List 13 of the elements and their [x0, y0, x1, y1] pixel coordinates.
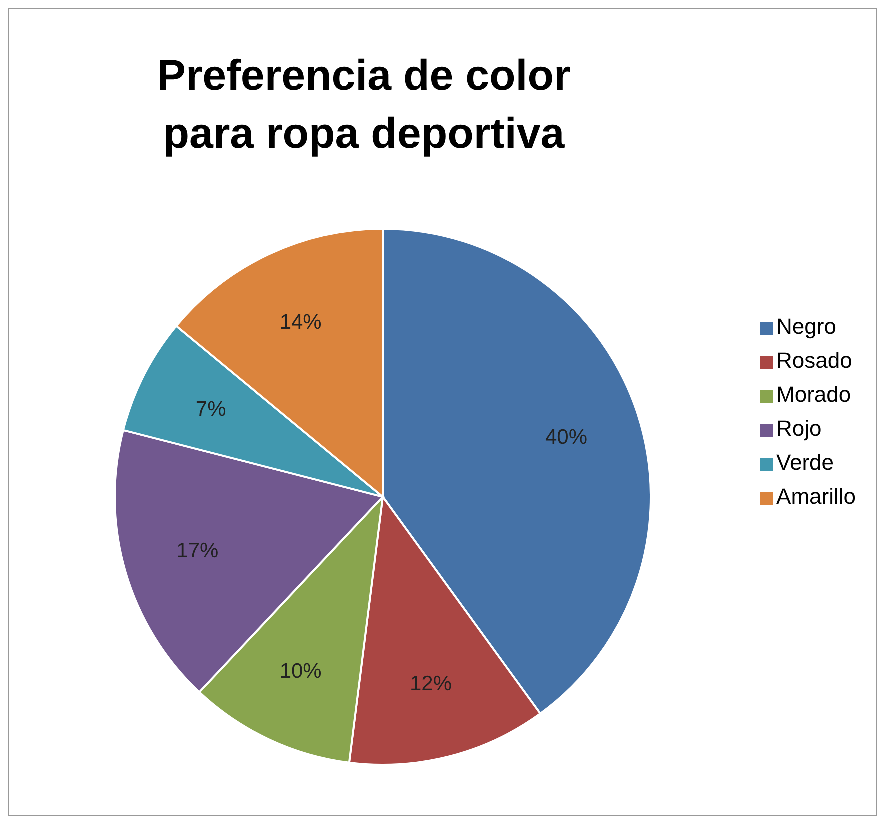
data-label: 10% — [280, 660, 322, 684]
legend-label: Rojo — [776, 416, 822, 441]
legend-label: Amarillo — [776, 484, 856, 509]
data-label: 12% — [410, 672, 452, 696]
data-label: 7% — [196, 398, 226, 421]
legend-label: Negro — [776, 314, 836, 339]
data-label: 40% — [546, 426, 588, 449]
chart-title: Preferencia de color para ropa deportiva — [156, 51, 572, 160]
legend-label: Rosado — [776, 348, 852, 373]
data-label: 14% — [280, 310, 322, 334]
legend-label: Verde — [776, 450, 834, 475]
legend-label: Morado — [776, 382, 852, 407]
data-label: 17% — [176, 539, 219, 562]
